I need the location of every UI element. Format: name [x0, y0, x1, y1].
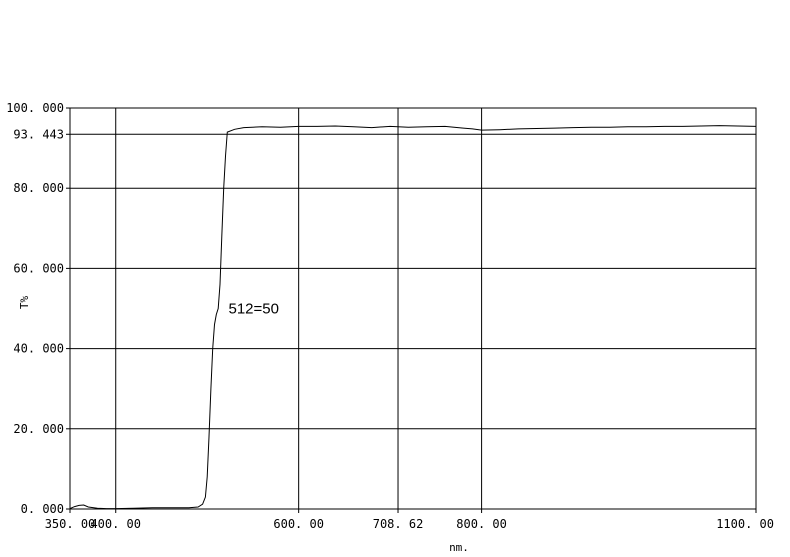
x-tick-label: 800. 00 — [456, 517, 507, 531]
annotation-label: 512=50 — [228, 301, 278, 318]
x-tick-label: 1100. 00 — [716, 517, 774, 531]
x-tick-label: 708. 62 — [373, 517, 424, 531]
x-tick-label: 600. 00 — [273, 517, 324, 531]
y-tick-labels: 0. 000 20. 000 40. 000 60. 000 80. 000 93. 44… — [6, 101, 64, 516]
y-tick-label: 20. 000 — [13, 422, 64, 436]
y-tick-label: 80. 000 — [13, 181, 64, 195]
y-tick-label: 93. 443 — [13, 127, 64, 141]
plot-frame — [69, 107, 757, 510]
transmittance-line — [69, 125, 757, 510]
y-tick-label: 40. 000 — [13, 342, 64, 356]
y-tick-label: 100. 000 — [6, 101, 64, 115]
y-tick-label: 0. 000 — [21, 502, 64, 516]
y-tick-label: 60. 000 — [13, 261, 64, 275]
x-tick-label: 350. 00 — [45, 517, 96, 531]
x-axis-label: nm. — [449, 541, 469, 554]
x-tick-label: 400. 00 — [90, 517, 141, 531]
grid-lines — [66, 107, 757, 513]
y-axis-label: T% — [18, 296, 31, 310]
